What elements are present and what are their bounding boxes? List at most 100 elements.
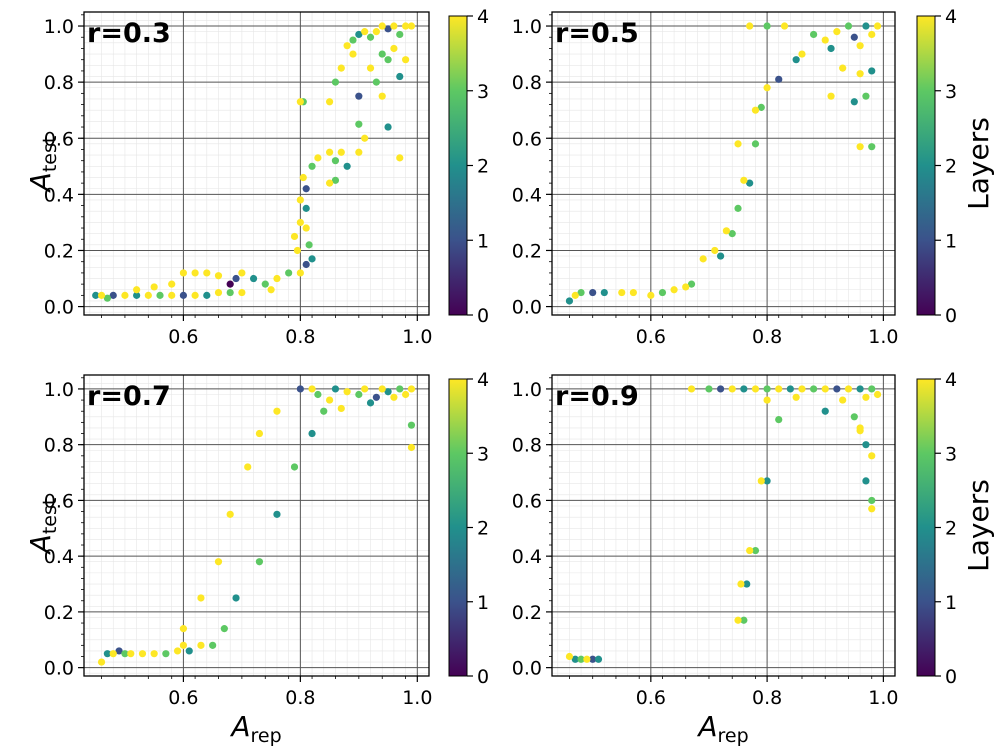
data-point [115, 647, 123, 655]
panel-1: 0.6 0.8 1.0 0.0 0.2 0.4 0.6 0.8 1.0 r=0.3 0 1 2 3 4 Ate… [24, 6, 489, 348]
data-point [314, 390, 322, 399]
data-point [226, 510, 234, 518]
data-point [267, 286, 275, 294]
data-point [355, 390, 363, 399]
data-point [844, 385, 853, 393]
data-point [255, 558, 264, 566]
data-point [775, 415, 783, 424]
data-point [121, 291, 129, 299]
panel-label: r=0.9 [555, 381, 639, 412]
data-point [320, 407, 328, 415]
x-axis-label: Arep [229, 710, 281, 747]
y-axis-label: Atest [24, 136, 61, 194]
y-tick-label: 0.0 [512, 297, 542, 319]
x-axis-label: Arep [696, 710, 748, 747]
y-tick-label: 0.0 [44, 658, 74, 680]
colorbar-tick-label: 4 [477, 6, 489, 28]
plot-frame [551, 374, 896, 677]
data-point [856, 143, 864, 151]
data-point [366, 33, 375, 41]
data-point [325, 148, 334, 156]
data-point [378, 92, 386, 100]
data-point [775, 75, 783, 83]
data-point [296, 218, 304, 227]
data-point [856, 42, 864, 50]
data-point [390, 44, 398, 53]
x-tick-label: 0.8 [285, 687, 315, 709]
data-point [349, 36, 357, 44]
data-point [209, 641, 217, 649]
y-tick-label: 0.6 [512, 490, 542, 512]
data-point [734, 140, 742, 148]
data-point [273, 510, 281, 518]
data-point [810, 385, 818, 393]
data-point [162, 650, 170, 658]
colorbar-tick-label: 4 [945, 369, 957, 391]
colorbar-tick-label: 2 [477, 518, 489, 540]
data-point [296, 269, 304, 277]
data-point [296, 385, 304, 393]
data-point [751, 546, 760, 555]
colorbar-tick-label: 3 [945, 81, 957, 103]
data-point [868, 452, 876, 460]
data-point [355, 92, 363, 100]
data-point [285, 269, 293, 277]
colorbar-tick-label: 0 [945, 666, 957, 688]
data-point [839, 64, 847, 72]
data-point [757, 103, 765, 111]
plot-frame [83, 11, 430, 316]
data-point [144, 291, 152, 299]
data-point [325, 98, 334, 106]
plot-frame [83, 374, 430, 677]
x-tick-label: 1.0 [868, 326, 898, 348]
data-point [372, 78, 380, 86]
colorbar-tick-label: 2 [945, 156, 957, 178]
colorbar-tick-label: 1 [945, 230, 957, 252]
data-point [827, 44, 835, 53]
data-point [302, 185, 310, 193]
data-point [862, 22, 870, 30]
data-point [378, 385, 386, 393]
data-point [92, 291, 100, 299]
data-point [687, 280, 696, 288]
data-point [127, 650, 135, 658]
data-point [396, 154, 404, 162]
data-point [722, 227, 731, 235]
y-tick-label: 0.6 [44, 490, 74, 512]
colorbar-tick-label: 4 [945, 6, 957, 28]
data-point [384, 123, 392, 131]
data-point [751, 140, 760, 148]
data-point [226, 280, 234, 288]
data-point [407, 22, 416, 30]
data-point [261, 280, 269, 288]
data-point [862, 441, 870, 449]
data-point [361, 28, 369, 36]
panel-2: 0.6 0.8 1.0 0.0 0.2 0.4 0.6 0.8 1.0 r=0.5 0 1 2 3 4 Lay… [512, 6, 995, 348]
data-point [197, 594, 205, 602]
data-point [600, 288, 608, 297]
data-point [349, 50, 357, 58]
data-point [821, 385, 829, 393]
data-point [168, 291, 176, 299]
colorbar-tick-label: 1 [477, 592, 489, 614]
data-point [214, 558, 223, 566]
data-point [763, 396, 771, 404]
data-point [331, 176, 340, 184]
y-tick-label: 0.2 [512, 602, 542, 624]
data-point [868, 505, 876, 513]
data-point [378, 22, 386, 30]
data-point [156, 291, 164, 299]
data-point [290, 232, 299, 241]
data-point [325, 396, 334, 404]
data-point [763, 22, 771, 30]
data-point [844, 22, 853, 30]
y-tick-label: 0.2 [512, 240, 542, 262]
data-point [746, 22, 754, 30]
data-point [751, 106, 760, 114]
data-point [179, 641, 188, 649]
data-point [331, 78, 340, 86]
data-point [97, 291, 106, 299]
data-point [751, 385, 760, 393]
data-point [810, 30, 818, 39]
data-point [862, 477, 870, 485]
